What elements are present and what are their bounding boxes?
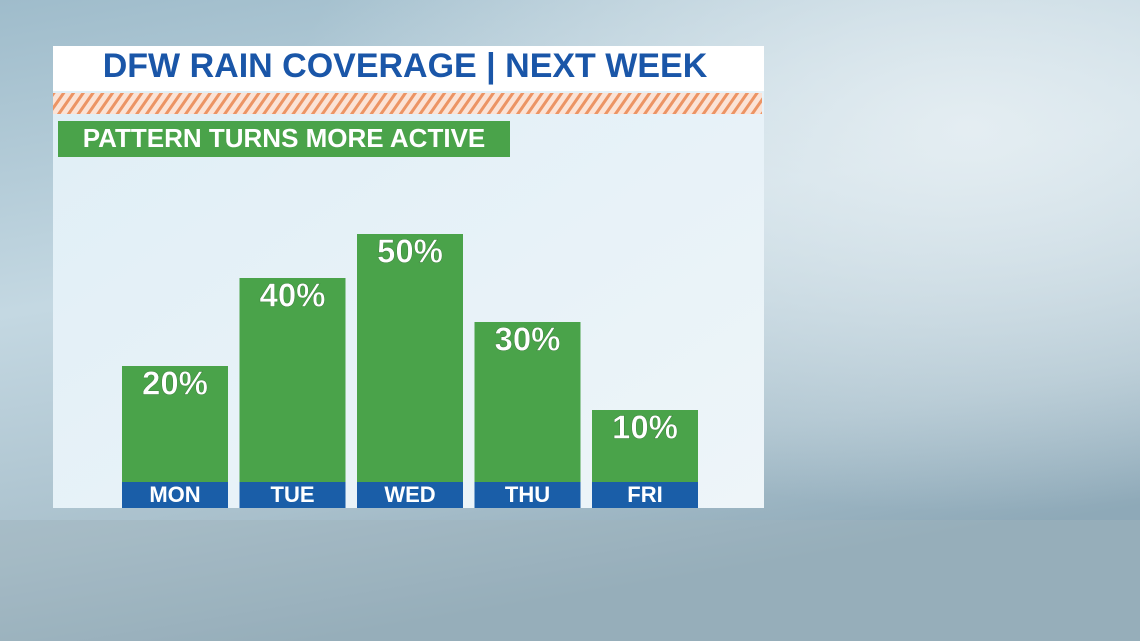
- category-band: [474, 482, 581, 508]
- bar: [474, 322, 581, 508]
- title-band: [53, 46, 764, 91]
- x-tick-label: TUE: [271, 482, 315, 507]
- x-tick-label: THU: [505, 482, 550, 507]
- bar: [239, 278, 346, 508]
- category-band: [357, 482, 463, 508]
- category-band: [592, 482, 698, 508]
- value-label: 50%: [377, 233, 443, 270]
- chart-subtitle: PATTERN TURNS MORE ACTIVE: [83, 123, 486, 153]
- chart-title: DFW RAIN COVERAGE | NEXT WEEK: [103, 47, 708, 85]
- value-label: 20%: [142, 365, 208, 402]
- x-tick-label: WED: [384, 482, 435, 507]
- value-label: 30%: [494, 321, 560, 358]
- x-tick-label: FRI: [627, 482, 662, 507]
- x-tick-label: MON: [149, 482, 200, 507]
- value-label: 10%: [612, 409, 678, 446]
- ground: [0, 520, 1140, 641]
- bar: [357, 234, 463, 508]
- subtitle-box: [58, 121, 510, 157]
- value-label: 40%: [259, 277, 325, 314]
- category-band: [122, 482, 228, 508]
- category-band: [239, 482, 346, 508]
- hatch-stripe: [53, 93, 762, 114]
